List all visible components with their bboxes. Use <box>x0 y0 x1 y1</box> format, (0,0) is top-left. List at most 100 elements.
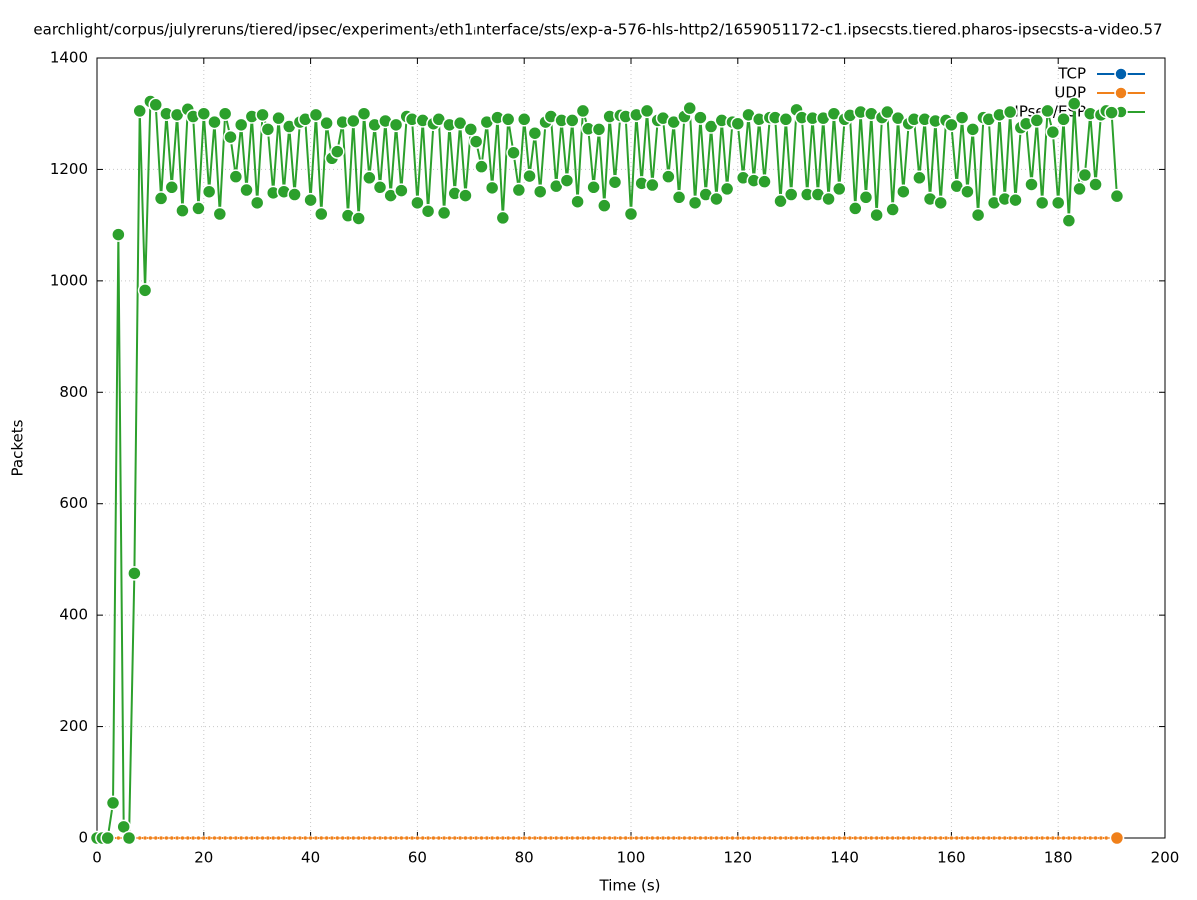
x-axis-label: Time (s) <box>599 877 661 895</box>
data-point <box>991 835 997 841</box>
data-point <box>623 835 628 841</box>
x-tick-label: 20 <box>194 849 213 867</box>
data-point <box>346 113 361 129</box>
data-point <box>308 835 313 841</box>
data-point <box>858 190 874 205</box>
data-point <box>730 116 746 131</box>
data-point <box>970 835 976 841</box>
data-point <box>244 835 249 841</box>
data-point <box>874 835 879 841</box>
data-point <box>383 835 388 841</box>
data-point <box>217 835 223 841</box>
data-point <box>1007 835 1013 841</box>
data-point <box>788 835 794 841</box>
data-point <box>954 110 970 125</box>
data-point <box>591 835 596 841</box>
x-tick-label: 140 <box>830 849 859 867</box>
data-point <box>559 173 575 188</box>
data-point <box>505 835 511 841</box>
data-point <box>1109 188 1125 204</box>
data-point <box>858 835 863 841</box>
data-point <box>463 835 468 841</box>
data-point <box>1055 835 1061 841</box>
data-point <box>1077 167 1093 183</box>
data-point <box>153 835 158 841</box>
data-point <box>447 835 452 841</box>
data-point <box>506 145 521 160</box>
data-point <box>757 174 772 189</box>
data-point <box>628 835 634 841</box>
data-point <box>308 107 324 123</box>
data-point <box>314 206 329 222</box>
data-point <box>896 184 911 199</box>
data-point <box>431 835 436 841</box>
data-point <box>516 835 522 841</box>
data-point <box>709 191 724 207</box>
data-point <box>762 835 767 841</box>
data-point <box>810 835 815 841</box>
data-point <box>1109 830 1125 846</box>
data-point <box>174 835 180 841</box>
data-point <box>522 168 537 184</box>
data-point <box>276 835 281 841</box>
data-point <box>586 835 591 841</box>
data-point <box>565 113 580 128</box>
data-point <box>821 191 836 207</box>
data-point <box>804 835 810 841</box>
data-point <box>772 835 778 841</box>
data-point <box>730 835 735 841</box>
data-point <box>698 835 703 841</box>
data-point <box>233 117 249 133</box>
data-point <box>944 117 959 133</box>
data-point <box>260 835 265 841</box>
data-point <box>217 106 233 121</box>
data-point <box>1050 195 1066 211</box>
data-point <box>164 180 180 195</box>
data-point <box>778 835 783 841</box>
data-point <box>158 835 164 841</box>
data-point <box>399 835 404 841</box>
data-point <box>607 835 612 841</box>
data-point <box>682 835 687 841</box>
data-point <box>254 835 260 841</box>
data-point <box>570 194 585 209</box>
data-point <box>484 835 490 841</box>
legend-label: TCP <box>1057 65 1086 83</box>
data-point <box>965 122 981 137</box>
x-tick-label: 180 <box>1044 849 1073 867</box>
data-point <box>1013 835 1018 841</box>
data-point <box>377 835 383 841</box>
data-point <box>922 835 927 841</box>
data-point <box>372 835 377 841</box>
data-point <box>351 211 366 226</box>
data-point <box>1072 181 1087 197</box>
y-tick-label: 800 <box>59 383 88 401</box>
data-point <box>826 835 831 841</box>
data-point <box>239 182 254 198</box>
legend-marker <box>1114 86 1128 100</box>
data-point <box>111 227 126 242</box>
data-point <box>527 835 532 841</box>
data-point <box>666 835 671 841</box>
data-point <box>575 835 580 841</box>
data-point <box>212 206 228 222</box>
data-point <box>879 835 885 841</box>
data-point <box>815 835 821 841</box>
data-point <box>265 835 271 841</box>
data-point <box>201 184 217 199</box>
data-point <box>319 835 324 841</box>
data-point <box>1066 96 1082 111</box>
data-point <box>238 835 244 841</box>
data-point <box>1098 835 1104 841</box>
data-point <box>1034 835 1040 841</box>
data-point <box>473 835 479 841</box>
data-point <box>735 835 741 841</box>
data-point <box>687 195 703 211</box>
data-point <box>970 207 986 223</box>
data-point <box>639 103 655 119</box>
data-point <box>1008 192 1023 208</box>
data-point <box>148 97 163 113</box>
data-point <box>367 835 372 841</box>
data-point <box>196 835 201 841</box>
data-point <box>153 191 169 206</box>
